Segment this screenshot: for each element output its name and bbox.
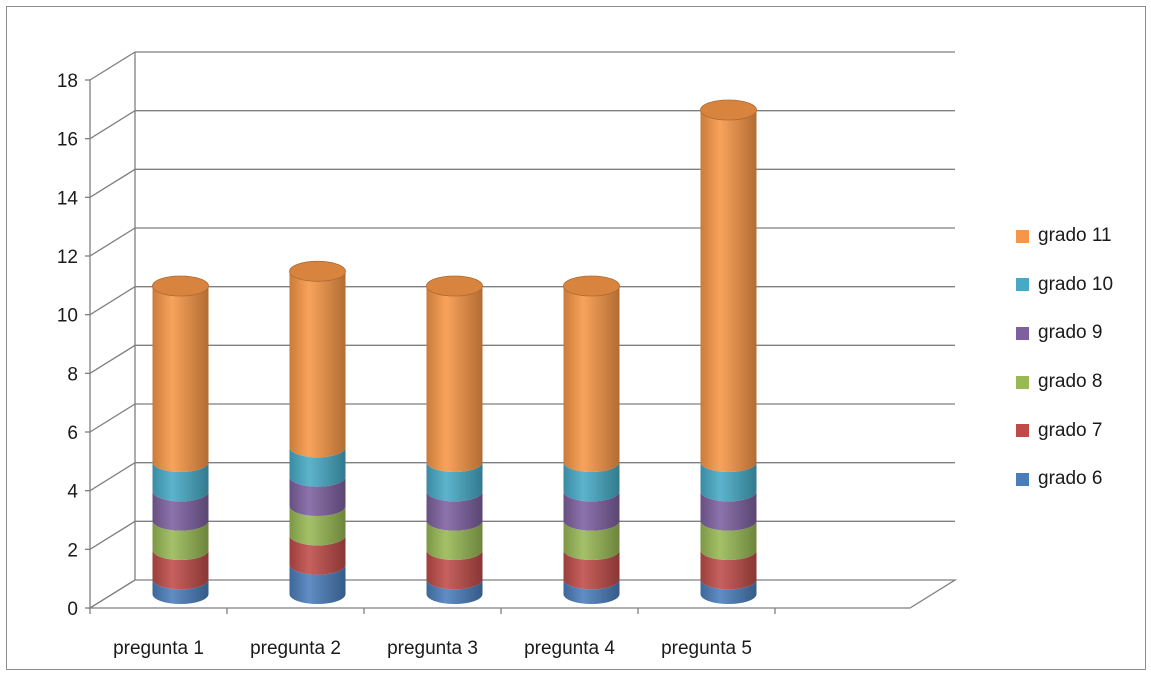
bar-top-cap	[152, 275, 209, 297]
y-tick-label: 18	[57, 71, 78, 92]
bar-segment-grado-8	[700, 520, 757, 560]
legend-item: grado 6	[1016, 455, 1113, 504]
bar-segment-grado-7	[152, 550, 209, 590]
bar-segment-grado-10	[700, 462, 757, 502]
y-tick-label: 12	[57, 247, 78, 268]
y-tick-label: 0	[67, 599, 78, 620]
bar-segment-grado-11	[700, 110, 757, 472]
side-wall-gridline	[89, 110, 136, 140]
side-wall-gridline	[89, 462, 136, 492]
legend-item: grado 8	[1016, 358, 1113, 407]
bar-segment-grado-9	[289, 476, 346, 516]
bar-segment-grado-11	[426, 286, 483, 472]
bar-segment-grado-7	[563, 550, 620, 590]
legend-item: grado 11	[1016, 212, 1113, 261]
legend-label: grado 6	[1038, 468, 1103, 490]
bar-segment-grado-9	[152, 491, 209, 531]
bar-top-cap	[563, 275, 620, 297]
legend-swatch	[1016, 278, 1029, 292]
legend-label: grado 10	[1038, 273, 1114, 295]
side-wall-gridline	[89, 403, 136, 433]
bar-segment-grado-6	[426, 579, 483, 604]
bar-segment-grado-9	[426, 491, 483, 531]
bar-segment-grado-11	[289, 271, 346, 458]
side-wall-gridline	[89, 286, 136, 316]
legend-label: grado 8	[1038, 371, 1103, 393]
bar-segment-grado-10	[426, 462, 483, 502]
bar-segment-grado-8	[289, 506, 346, 546]
bar-segment-grado-11	[563, 286, 620, 472]
bar-segment-grado-9	[700, 491, 757, 531]
bar-segment-grado-10	[289, 447, 346, 487]
y-tick-label: 2	[67, 540, 78, 561]
legend-item: grado 9	[1016, 309, 1113, 358]
bar-segment-grado-8	[426, 520, 483, 560]
y-tick-label: 6	[67, 423, 78, 444]
bar-top-cap	[426, 275, 483, 297]
legend-swatch	[1016, 375, 1029, 389]
side-wall-gridline	[89, 227, 136, 257]
side-wall-gridline	[89, 51, 136, 81]
bar-segment-grado-8	[152, 520, 209, 560]
x-tick-label: pregunta 4	[524, 638, 615, 659]
y-tick-label: 8	[67, 364, 78, 385]
legend-swatch	[1016, 229, 1029, 243]
side-wall-gridline	[89, 344, 136, 374]
y-tick-label: 16	[57, 130, 78, 151]
side-wall-gridline	[89, 520, 136, 550]
bar-segment-grado-11	[152, 286, 209, 472]
chart-floor	[87, 579, 958, 609]
legend-item: grado 10	[1016, 261, 1113, 310]
legend-swatch	[1016, 326, 1029, 340]
bar-segment-grado-8	[563, 520, 620, 560]
y-tick-label: 10	[57, 306, 78, 327]
side-wall-gridline	[89, 168, 136, 198]
bar-segment-grado-10	[563, 462, 620, 502]
bar-top-cap	[700, 99, 757, 121]
bar-segment-grado-7	[426, 550, 483, 590]
y-tick-label: 4	[67, 482, 78, 503]
legend-swatch	[1016, 472, 1029, 486]
legend-label: grado 9	[1038, 322, 1103, 344]
bar-segment-grado-10	[152, 462, 209, 502]
legend-swatch	[1016, 424, 1029, 438]
legend-label: grado 7	[1038, 419, 1103, 441]
bar-segment-grado-6	[700, 579, 757, 604]
x-tick-label: pregunta 5	[661, 638, 752, 659]
bar-segment-grado-6	[152, 579, 209, 604]
bar-segment-grado-7	[289, 535, 346, 575]
bar-top-cap	[289, 260, 346, 282]
chart-legend: grado 11 grado 10 grado 9 grado 8 grado 7 gra…	[1016, 212, 1113, 504]
bar-segment-grado-9	[563, 491, 620, 531]
bar-segment-grado-6	[563, 579, 620, 604]
bar-segment-grado-6	[289, 564, 346, 604]
x-tick-label: pregunta 2	[250, 638, 341, 659]
legend-label: grado 11	[1038, 225, 1112, 247]
y-tick-label: 14	[57, 188, 79, 209]
legend-item: grado 7	[1016, 406, 1113, 455]
x-tick-label: pregunta 1	[113, 638, 204, 659]
bar-segment-grado-7	[700, 550, 757, 590]
x-tick-label: pregunta 3	[387, 638, 478, 659]
